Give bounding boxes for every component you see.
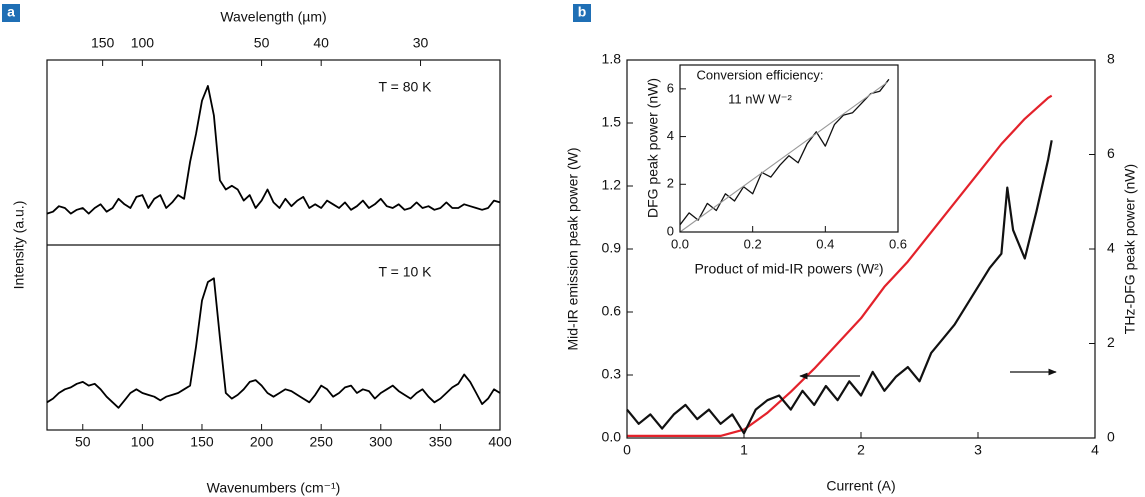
x-tick-label: 150 [190,434,214,450]
x-tick-label: 1 [740,442,748,458]
x-axis-title: Product of mid-IR powers (W²) [694,261,883,277]
y-tick-label: 6 [667,80,674,95]
y2-axis-title: THz-DFG peak power (nW) [1122,164,1138,334]
x-tick-label: 0.6 [889,236,907,251]
x-axis-title: Current (A) [826,478,895,494]
x-tick-label: 100 [131,434,155,450]
y2-tick-label: 8 [1107,51,1115,67]
y-tick-label: 1.8 [602,51,622,67]
y-tick-label: 0 [667,223,674,238]
data-line [627,94,1053,437]
data-line [46,85,501,215]
y2-tick-label: 6 [1107,145,1115,161]
x2-axis-title: Wavelength (µm) [220,9,326,25]
x-tick-label: 50 [75,434,91,450]
x-tick-label: 300 [369,434,393,450]
panel-label-box [573,4,591,22]
y2-tick-label: 2 [1107,334,1115,350]
x2-tick-label: 100 [131,35,155,51]
series-label: T = 80 K [378,79,432,95]
data-line [679,78,890,226]
x-tick-label: 400 [488,434,512,450]
y-tick-label: 0.6 [602,303,622,319]
data-line [626,140,1053,435]
y2-tick-label: 4 [1107,240,1115,256]
y-tick-label: 0.0 [602,429,622,445]
data-line [679,81,888,233]
x2-tick-label: 40 [313,35,329,51]
x-tick-label: 4 [1091,442,1099,458]
x-tick-label: 0.0 [671,236,689,251]
x-tick-label: 2 [857,442,865,458]
panel-label: a [7,4,15,20]
panel-label-box [2,4,20,22]
x-tick-label: 0.4 [816,236,834,251]
x-tick-label: 350 [429,434,453,450]
x-tick-label: 0.2 [744,236,762,251]
y-axis-title: Intensity (a.u.) [11,201,27,290]
x2-tick-label: 50 [254,35,270,51]
inset-background [680,65,898,232]
y-tick-label: 0.3 [602,366,622,382]
plot-frame [679,64,899,233]
x2-tick-label: 30 [413,35,429,51]
x-tick-label: 3 [974,442,982,458]
annotation: 11 nW W⁻² [728,91,792,106]
data-line [46,277,501,409]
y-tick-label: 2 [667,176,674,191]
x-tick-label: 0 [623,442,631,458]
x-tick-label: 250 [310,434,334,450]
y-axis-title: DFG peak power (nW) [645,78,661,218]
x-tick-label: 200 [250,434,274,450]
y-tick-label: 4 [667,128,674,143]
y-tick-label: 1.5 [602,114,622,130]
annotation: Conversion efficiency: [697,67,824,82]
series-label: T = 10 K [378,264,432,280]
y-tick-label: 1.2 [602,177,622,193]
panel-label: b [578,4,587,20]
x-axis-title: Wavenumbers (cm⁻¹) [207,480,341,496]
y-axis-title: Mid-IR emission peak power (W) [565,147,581,350]
x2-tick-label: 150 [91,35,115,51]
y-tick-label: 0.9 [602,240,622,256]
y2-tick-label: 0 [1107,429,1115,445]
